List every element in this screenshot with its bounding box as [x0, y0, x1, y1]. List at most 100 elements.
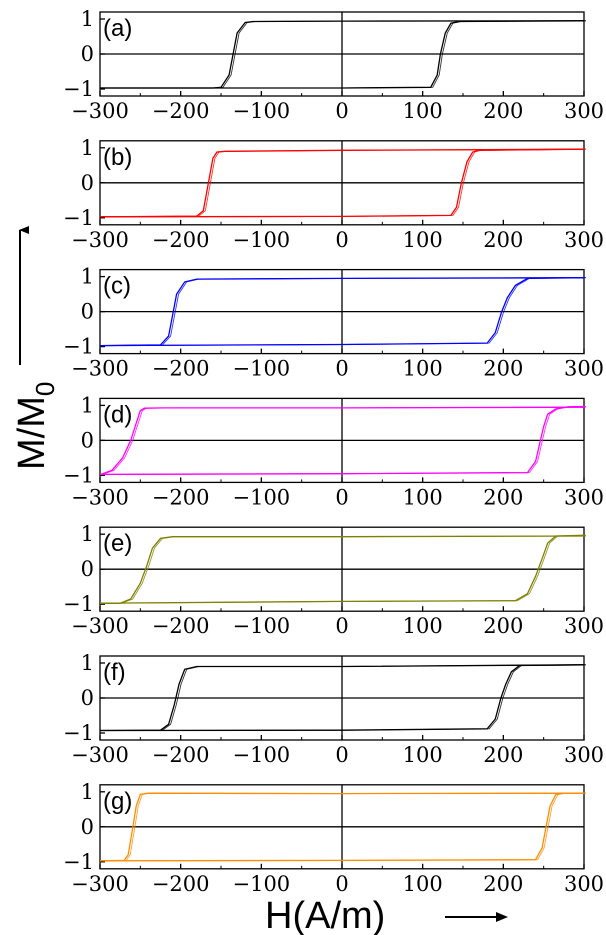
panel-d: −300 −200 −100 0 100 200 300 1 0 −1 (d)	[63, 393, 604, 509]
panel-b: −300 −200 −100 0 100 200 300 1 0 −1 (b)	[63, 136, 604, 252]
x-tick-label: −100	[232, 872, 290, 896]
panel-c: −300 −200 −100 0 100 200 300 1 0 −1 (c)	[63, 265, 604, 381]
series-branch-2-trace	[101, 664, 587, 731]
series-branch-2-trace	[101, 534, 587, 604]
y-tick-label: 0	[81, 42, 94, 66]
series-branch-1-trace	[101, 406, 587, 476]
x-tick-label: 200	[483, 743, 523, 767]
x-axis-label: H(A/m)	[265, 895, 385, 935]
panel-g: −300 −200 −100 0 100 200 300 1 0 −1 (g)	[63, 780, 604, 896]
y-tick-label: 0	[81, 300, 94, 324]
x-tick-label: 0	[335, 614, 348, 638]
x-tick-label: −200	[152, 614, 210, 638]
y-tick-label: 1	[81, 522, 94, 546]
x-tick-label: 200	[483, 357, 523, 381]
y-axis-label: M/M0	[11, 382, 60, 470]
x-tick-label: −200	[152, 99, 210, 123]
x-tick-label: −300	[71, 357, 129, 381]
x-tick-label: 100	[403, 614, 443, 638]
y-axis-label-subscript: 0	[30, 382, 60, 396]
y-tick-label: 0	[81, 428, 94, 452]
x-tick-label: 200	[483, 872, 523, 896]
x-tick-label: 100	[403, 485, 443, 509]
panel-label: (d)	[103, 401, 132, 428]
y-tick-label: −1	[63, 206, 94, 230]
x-tick-label: −100	[232, 743, 290, 767]
series-branch-1-trace	[101, 148, 587, 218]
x-tick-label: −200	[152, 743, 210, 767]
y-tick-label: −1	[63, 592, 94, 616]
y-tick-label: −1	[63, 850, 94, 874]
panel-e: −300 −200 −100 0 100 200 300 1 0 −1 (e)	[63, 522, 604, 638]
x-tick-label: −300	[71, 485, 129, 509]
y-tick-label: 1	[81, 136, 94, 160]
series-branch-2-trace	[101, 148, 587, 218]
x-axis-arrowhead	[496, 912, 508, 922]
x-tick-label: 0	[335, 872, 348, 896]
x-tick-label: 100	[403, 872, 443, 896]
y-tick-label: 1	[81, 7, 94, 31]
y-axis-label-main: M/M	[11, 396, 53, 470]
y-tick-label: 1	[81, 265, 94, 289]
panel-label: (g)	[103, 788, 132, 815]
x-tick-label: −100	[232, 357, 290, 381]
series-branch-2-trace	[101, 406, 587, 475]
x-tick-label: 100	[403, 228, 443, 252]
panel-label: (c)	[103, 273, 131, 300]
y-tick-label: 1	[81, 393, 94, 417]
y-tick-label: −1	[63, 463, 94, 487]
y-tick-label: 1	[81, 780, 94, 804]
x-tick-label: 100	[403, 357, 443, 381]
series-branch-1-trace	[101, 792, 587, 862]
x-tick-label: 300	[564, 872, 604, 896]
y-axis-label-group: M/M0	[11, 226, 60, 470]
series-branch-2-trace	[101, 277, 587, 347]
x-tick-label: −200	[152, 872, 210, 896]
x-tick-label: 0	[335, 228, 348, 252]
x-tick-label: 300	[564, 743, 604, 767]
panel-label: (e)	[103, 530, 132, 557]
y-tick-label: 0	[81, 171, 94, 195]
x-tick-label: 100	[403, 743, 443, 767]
panel-f: −300 −200 −100 0 100 200 300 1 0 −1 (f)	[63, 651, 604, 767]
x-tick-label: 0	[335, 99, 348, 123]
series-branch-2-trace	[101, 792, 586, 862]
x-tick-label: −100	[232, 99, 290, 123]
x-tick-label: −300	[71, 614, 129, 638]
panel-label: (f)	[103, 659, 126, 686]
x-tick-label: 0	[335, 357, 348, 381]
y-tick-label: 0	[81, 815, 94, 839]
x-tick-label: −200	[152, 485, 210, 509]
x-tick-label: 0	[335, 743, 348, 767]
x-tick-label: 300	[564, 228, 604, 252]
x-tick-label: −300	[71, 743, 129, 767]
y-tick-label: 0	[81, 557, 94, 581]
x-tick-label: 300	[564, 357, 604, 381]
y-tick-label: −1	[63, 335, 94, 359]
series-branch-1-trace	[101, 277, 587, 347]
x-tick-label: 200	[483, 614, 523, 638]
y-tick-label: 0	[81, 686, 94, 710]
series-branch-1-trace	[101, 664, 587, 731]
x-tick-label: −100	[232, 228, 290, 252]
x-tick-label: 0	[335, 485, 348, 509]
y-tick-label: 1	[81, 651, 94, 675]
x-tick-label: 300	[564, 485, 604, 509]
y-tick-label: −1	[63, 721, 94, 745]
x-tick-label: 200	[483, 99, 523, 123]
x-tick-label: 100	[403, 99, 443, 123]
x-tick-label: 300	[564, 614, 604, 638]
x-tick-label: −300	[71, 99, 129, 123]
x-tick-label: −100	[232, 485, 290, 509]
panel-a: −300 −200 −100 0 100 200 300 1 0 −1 (a)	[63, 7, 604, 123]
x-tick-label: 200	[483, 228, 523, 252]
x-axis-label-group: H(A/m)	[265, 895, 508, 935]
x-tick-label: −200	[152, 228, 210, 252]
series-branch-2-trace	[102, 20, 587, 89]
series-branch-1-trace	[101, 535, 587, 604]
panel-label: (a)	[103, 15, 132, 42]
x-tick-label: 300	[564, 99, 604, 123]
x-tick-label: −300	[71, 872, 129, 896]
